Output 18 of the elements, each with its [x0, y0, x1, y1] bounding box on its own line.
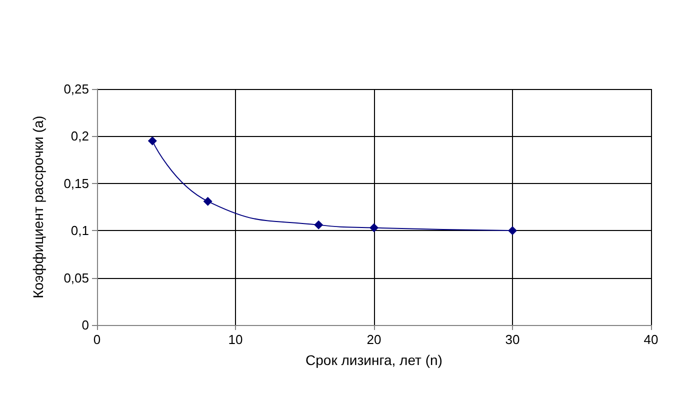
- x-tick-label: 0: [93, 332, 101, 347]
- point: [508, 226, 517, 236]
- y-axis-title: Коэффициент рассрочки (a): [30, 116, 46, 298]
- point: [314, 220, 324, 230]
- point: [203, 196, 212, 206]
- x-tick-label: 40: [644, 332, 658, 347]
- y-tick-label: 0,05: [64, 270, 89, 286]
- x-tick-label: 20: [366, 332, 382, 347]
- y-tick-label: 0,25: [64, 82, 89, 96]
- y-tick-label: 0: [82, 318, 89, 332]
- point: [370, 223, 378, 232]
- point: [148, 136, 157, 146]
- x-axis-title: Срок лизинга, лет (n): [306, 352, 442, 368]
- y-tick-label: 0,15: [64, 176, 89, 191]
- x-tick-label: 30: [505, 332, 520, 347]
- y-tick-label: 0,1: [70, 223, 89, 238]
- x-tick-label: 10: [228, 332, 243, 347]
- y-tick-label: 0,2: [70, 128, 89, 144]
